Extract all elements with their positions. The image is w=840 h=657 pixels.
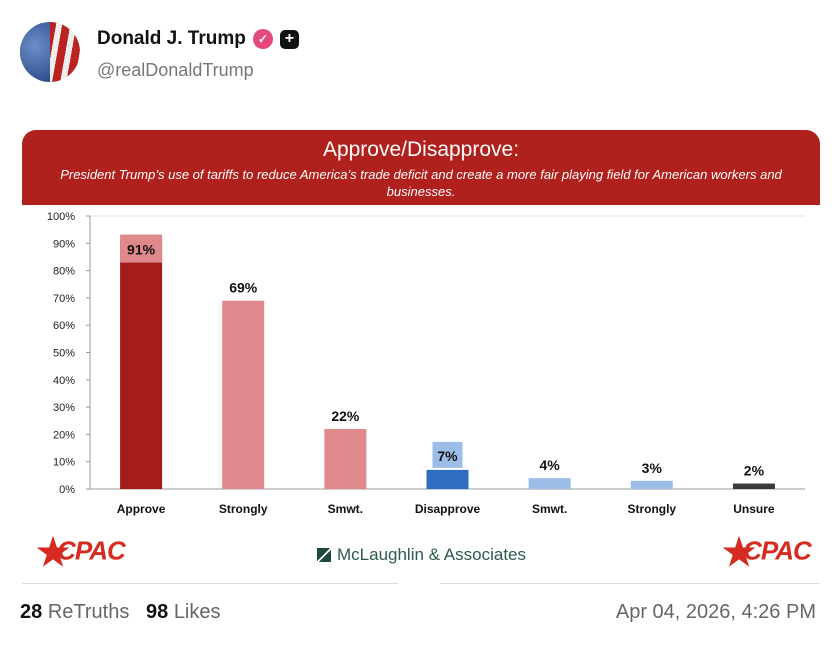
x-category-label: Strongly <box>219 502 268 516</box>
data-label-bg <box>432 441 463 468</box>
retruths-link[interactable]: 28 ReTruths <box>20 601 130 623</box>
plus-icon: + <box>279 29 299 49</box>
avatar[interactable] <box>20 22 80 82</box>
y-tick-label: 60% <box>53 320 75 332</box>
x-category-label: Strongly <box>627 502 676 516</box>
data-label: 3% <box>642 460 663 476</box>
likes-link[interactable]: 98 Likes <box>146 601 221 623</box>
author-name[interactable]: Donald J. Trump <box>97 28 246 49</box>
bar-disapprove <box>426 469 469 489</box>
y-tick-label: 50% <box>53 348 75 360</box>
chart-header: Approve/Disapprove: President Trump’s us… <box>22 130 820 205</box>
bar-strongly <box>222 300 265 489</box>
y-tick-label: 10% <box>53 457 75 469</box>
y-tick-label: 30% <box>53 402 75 414</box>
chart-title: Approve/Disapprove: <box>322 138 520 161</box>
bar-unsure <box>732 483 775 489</box>
bar-smwt <box>324 428 367 489</box>
author-handle[interactable]: @realDonaldTrump <box>97 60 254 80</box>
y-tick-label: 0% <box>59 484 75 496</box>
x-category-label: Unsure <box>733 502 775 516</box>
data-label: 4% <box>540 457 561 473</box>
bar-strongly <box>630 480 673 489</box>
data-label: 22% <box>331 408 360 424</box>
verified-badge-icon: ✓ <box>252 29 273 49</box>
y-tick-label: 90% <box>53 238 75 250</box>
data-label: 69% <box>229 280 258 296</box>
bar-approve <box>120 240 163 489</box>
y-tick-label: 70% <box>53 293 75 305</box>
y-tick-label: 40% <box>53 375 75 387</box>
chart-subtitle: President Trump’s use of tariffs to redu… <box>60 167 782 199</box>
x-category-label: Smwt. <box>328 502 363 516</box>
post-timestamp[interactable]: Apr 04, 2026, 4:26 PM <box>615 601 816 623</box>
x-category-label: Disapprove <box>415 502 481 516</box>
x-category-label: Smwt. <box>532 502 567 516</box>
divider <box>440 583 820 584</box>
y-tick-label: 80% <box>53 266 75 278</box>
x-category-label: Approve <box>117 502 166 516</box>
data-label: 2% <box>744 463 765 479</box>
cpac-logo-right: ★CPAC <box>722 532 812 574</box>
data-label-bg <box>120 234 163 263</box>
divider <box>22 583 398 584</box>
cpac-logo-left: ★CPAC <box>36 532 126 574</box>
data-label: 7% <box>437 448 458 464</box>
data-label: 91% <box>127 242 156 258</box>
mclaughlin-logo: McLaughlin & Associates <box>317 545 526 565</box>
author-name-row: Donald J. Trump ✓ + <box>97 28 299 50</box>
y-tick-label: 100% <box>47 211 75 223</box>
post-stats: 28 ReTruths 98 Likes <box>20 601 221 624</box>
mclaughlin-logo-icon <box>317 548 331 562</box>
bar-smwt <box>528 478 571 489</box>
y-tick-label: 20% <box>53 429 75 441</box>
